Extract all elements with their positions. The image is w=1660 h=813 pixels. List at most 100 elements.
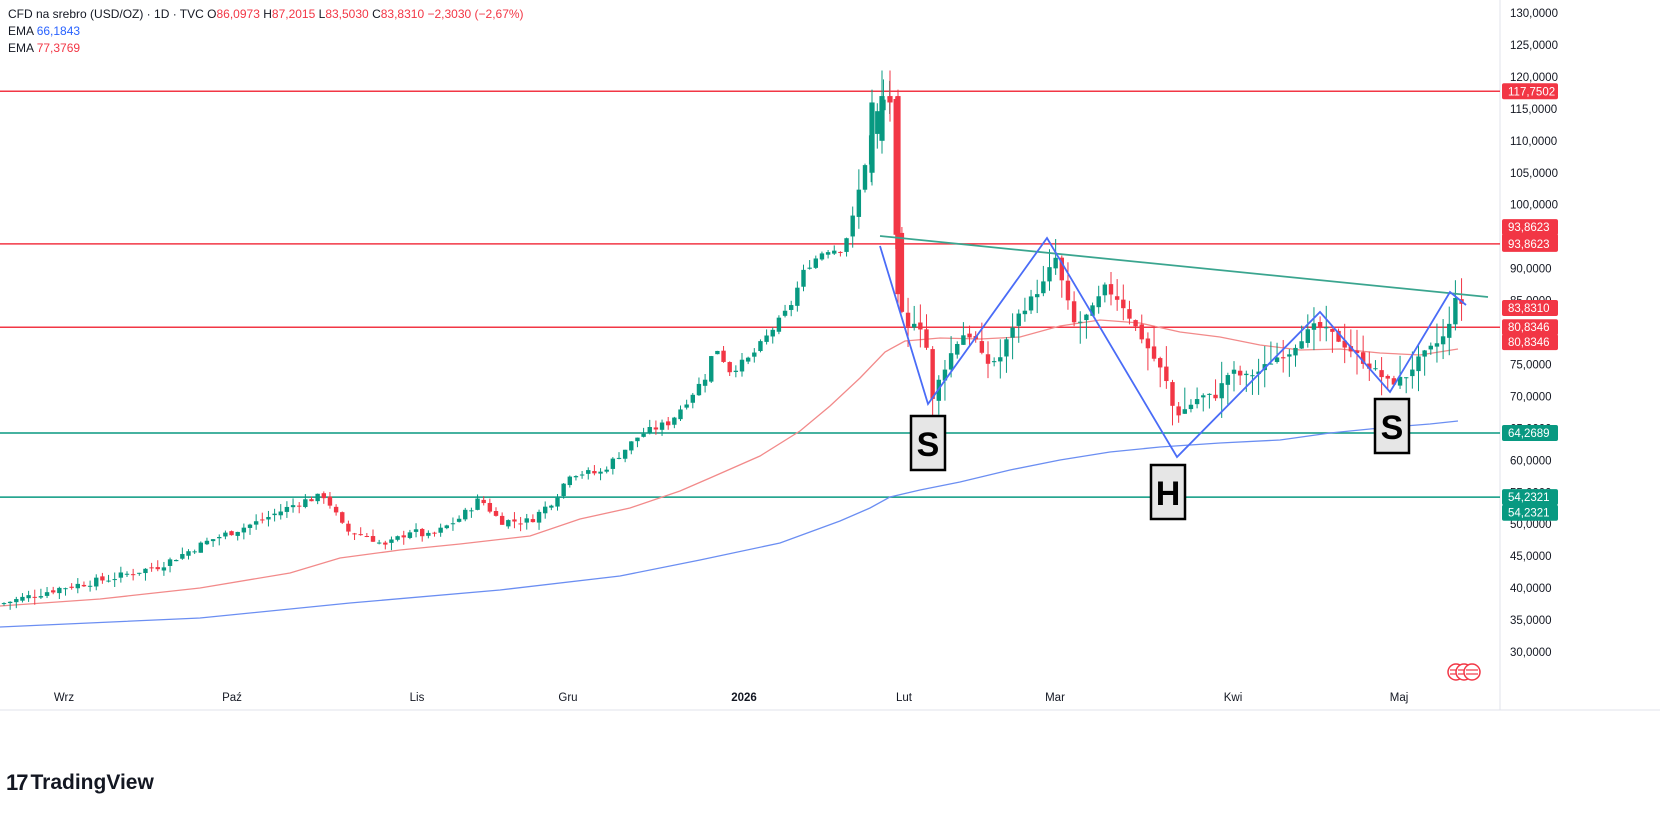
candle[interactable] — [782, 304, 788, 318]
candle[interactable] — [1237, 365, 1243, 385]
candle[interactable] — [284, 501, 290, 518]
candle[interactable] — [598, 468, 603, 481]
legend-ema2-row[interactable]: EMA 77,3769 — [8, 40, 524, 57]
candle[interactable] — [1133, 319, 1138, 331]
candle[interactable] — [610, 457, 616, 475]
candle[interactable] — [297, 502, 302, 514]
candle[interactable] — [1158, 356, 1163, 388]
candle[interactable] — [130, 568, 136, 581]
candle[interactable] — [1250, 369, 1255, 395]
tradingview-logo[interactable]: 17 TradingView — [6, 770, 154, 796]
ema-fast-line[interactable] — [0, 319, 1459, 607]
candle[interactable] — [395, 535, 400, 542]
candle[interactable] — [555, 493, 560, 511]
candle[interactable] — [1397, 355, 1403, 389]
candle[interactable] — [1071, 291, 1077, 327]
candle[interactable] — [260, 512, 265, 524]
candle[interactable] — [530, 514, 536, 523]
candle[interactable] — [770, 327, 775, 344]
candle[interactable] — [641, 427, 646, 438]
candle[interactable] — [155, 560, 160, 572]
candle[interactable] — [401, 530, 406, 545]
candle[interactable] — [1244, 370, 1249, 392]
candle[interactable] — [383, 540, 388, 550]
candle[interactable] — [463, 507, 468, 522]
candle[interactable] — [7, 601, 13, 610]
candle[interactable] — [149, 562, 154, 572]
candle[interactable] — [1108, 271, 1114, 306]
candle[interactable] — [1194, 387, 1200, 409]
candle[interactable] — [702, 373, 708, 393]
candle[interactable] — [1114, 279, 1120, 311]
candle[interactable] — [420, 527, 425, 542]
candle[interactable] — [1416, 345, 1421, 392]
candle[interactable] — [487, 498, 493, 514]
candle[interactable] — [1440, 319, 1446, 360]
candle[interactable] — [51, 586, 56, 595]
candle[interactable] — [124, 571, 130, 578]
candle[interactable] — [315, 493, 320, 505]
candle[interactable] — [1281, 339, 1286, 373]
candle[interactable] — [991, 357, 997, 367]
candle[interactable] — [1188, 399, 1194, 413]
candle[interactable] — [407, 529, 413, 540]
currency-flag-icons[interactable] — [1447, 663, 1481, 681]
candle[interactable] — [69, 583, 74, 590]
candle[interactable] — [370, 529, 376, 542]
candle[interactable] — [438, 523, 443, 537]
candle[interactable] — [887, 70, 893, 122]
candle[interactable] — [967, 325, 972, 347]
candle[interactable] — [616, 452, 622, 460]
candle[interactable] — [518, 516, 523, 532]
candle[interactable] — [223, 530, 228, 540]
candle[interactable] — [247, 523, 253, 535]
candle[interactable] — [825, 250, 831, 259]
candle[interactable] — [1360, 335, 1366, 369]
candle[interactable] — [1342, 323, 1347, 364]
candle[interactable] — [758, 339, 763, 353]
candle[interactable] — [210, 539, 216, 547]
candle[interactable] — [666, 417, 671, 430]
candle[interactable] — [493, 507, 499, 517]
pattern-label-3[interactable]: S — [1373, 397, 1411, 455]
candle[interactable] — [26, 590, 31, 602]
candle[interactable] — [94, 574, 99, 591]
candle[interactable] — [1010, 313, 1015, 360]
candle[interactable] — [586, 467, 591, 480]
candle[interactable] — [879, 70, 885, 154]
candle[interactable] — [801, 264, 806, 292]
candle[interactable] — [592, 465, 597, 476]
candle[interactable] — [659, 419, 665, 436]
candle[interactable] — [1170, 379, 1175, 426]
candle[interactable] — [856, 169, 862, 229]
candle[interactable] — [432, 531, 437, 537]
candle[interactable] — [512, 512, 517, 529]
candle[interactable] — [75, 578, 80, 594]
candle[interactable] — [1041, 265, 1046, 297]
candle[interactable] — [81, 581, 87, 587]
candle[interactable] — [819, 251, 825, 261]
candle[interactable] — [235, 531, 240, 541]
candle[interactable] — [469, 507, 474, 518]
candle[interactable] — [161, 561, 167, 576]
candle[interactable] — [690, 392, 695, 409]
candle[interactable] — [1293, 344, 1298, 367]
candle[interactable] — [253, 514, 259, 530]
candle[interactable] — [844, 237, 849, 257]
candle[interactable] — [1428, 342, 1433, 355]
price-badge[interactable]: 83,8310 — [1502, 300, 1558, 317]
price-badge[interactable]: 93,8623 — [1502, 235, 1558, 252]
candle[interactable] — [1028, 289, 1034, 314]
candle[interactable] — [721, 346, 726, 363]
candle[interactable] — [1127, 300, 1132, 325]
candle[interactable] — [955, 341, 960, 359]
candle[interactable] — [1324, 305, 1329, 342]
legend-symbol[interactable]: CFD na srebro (USD/OZ) · 1D · TVC — [8, 7, 204, 21]
candle[interactable] — [1213, 379, 1218, 401]
candle[interactable] — [733, 365, 739, 378]
candle[interactable] — [622, 449, 628, 463]
candle[interactable] — [629, 441, 634, 455]
candle[interactable] — [217, 534, 222, 546]
